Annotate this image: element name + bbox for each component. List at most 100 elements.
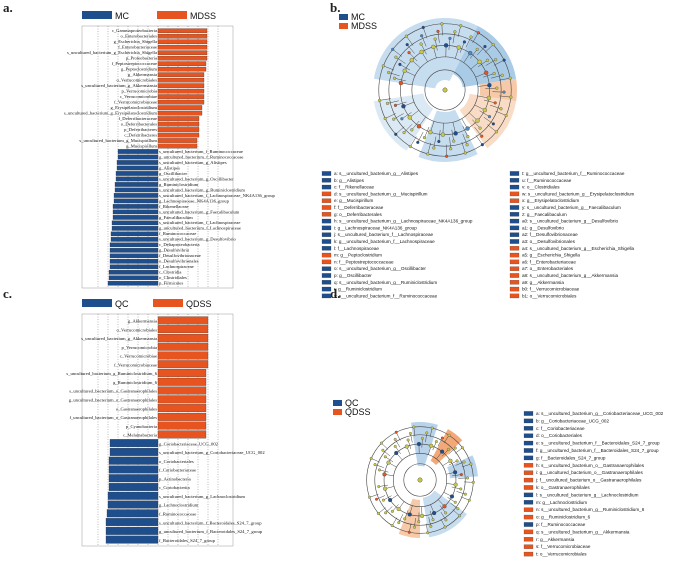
clade-node: [419, 42, 423, 46]
key-label: f: f__Deferribacteraceae: [334, 205, 384, 210]
key-swatch: [321, 171, 332, 176]
bar-label: f_Enterobacteriaceae: [118, 45, 157, 50]
bar: [108, 483, 159, 491]
key-swatch: [523, 514, 534, 520]
bar-label: g_uncultured_bacterium_f_Bacteroidales_S…: [159, 529, 263, 534]
key-swatch: [509, 198, 520, 203]
bar: [115, 176, 159, 182]
clade-node: [376, 511, 380, 515]
bar: [157, 325, 209, 334]
clade-node: [393, 103, 398, 107]
key-swatch: [523, 522, 534, 527]
clade-branch: [376, 495, 386, 500]
clade-node: [387, 70, 391, 75]
bar-label: s_uncultured_bacterium_g_Erysipelatoclos…: [64, 110, 158, 115]
clade-branch: [462, 133, 468, 145]
clade-node: [404, 34, 408, 38]
clade-branch: [451, 486, 461, 490]
bar: [106, 509, 159, 518]
bar: [112, 215, 159, 220]
panel-a-bar-chart: MC MDSS c_Gammaproteobacteriao_Enterobac…: [64, 11, 276, 289]
clade-node: [453, 446, 457, 450]
clade-node: [404, 444, 409, 449]
clade-branch: [490, 75, 503, 79]
bar-label: g_Erysipelatoclostridium: [111, 105, 158, 110]
bar: [157, 88, 205, 94]
clade-node: [378, 468, 381, 472]
clade-branch: [407, 439, 411, 449]
bar-label: g_Peptoclostridium: [121, 67, 157, 72]
bar: [109, 264, 159, 270]
key-swatch: [321, 205, 332, 210]
clade-branch: [394, 439, 401, 448]
clade-branch: [439, 505, 446, 514]
clade-node: [381, 64, 385, 68]
clade-node: [407, 512, 412, 517]
key-swatch: [523, 448, 534, 453]
clade-node: [408, 431, 412, 435]
clade-node: [440, 22, 444, 26]
clade-node: [401, 104, 406, 109]
clade-node: [456, 507, 460, 511]
bar: [107, 491, 159, 500]
clade-branch: [457, 25, 462, 37]
key-swatch: [321, 252, 332, 258]
key-swatch: [523, 433, 534, 438]
clade-branch: [422, 27, 428, 39]
key-swatch: [321, 191, 332, 197]
clade-node: [502, 58, 506, 62]
key-swatch: [509, 178, 520, 183]
bar-label: f_Coriobacteriaceae: [159, 468, 196, 473]
bar: [157, 143, 198, 149]
clade-node: [453, 131, 458, 136]
clade-branch: [477, 60, 488, 68]
clade-branch: [421, 438, 423, 448]
clade-node: [430, 426, 434, 430]
clade-node: [487, 115, 492, 119]
clade-node: [409, 58, 414, 63]
key-swatch: [523, 470, 534, 475]
panel-d-label: d.: [330, 286, 340, 301]
clade-branch: [493, 59, 505, 66]
clade-node: [468, 51, 473, 56]
clade-node: [440, 449, 445, 454]
clade-branch: [452, 509, 460, 516]
bar-label: f_Verrucomicrobiaceae: [114, 362, 157, 367]
bar: [157, 351, 209, 360]
bar: [110, 231, 159, 237]
key-swatch: [523, 455, 534, 461]
key-label: a7: o__Enterobacteriales: [522, 266, 574, 271]
bar-label: p_Verrucomicrobia: [122, 89, 157, 94]
bar: [108, 474, 159, 483]
clade-node: [504, 113, 508, 118]
key-swatch: [321, 184, 332, 190]
key-swatch: [321, 239, 332, 244]
clade-branch: [425, 432, 428, 443]
clade-node: [377, 485, 381, 488]
panel-b-cladogram: MC MDSS a: s__uncultured_bacterium_g__Al…: [321, 12, 635, 298]
legend-a-swatch-0: [82, 11, 112, 19]
key-label: a3: o__Desulfovibrionales: [522, 239, 576, 244]
legend-c-swatch-1: [153, 299, 183, 307]
bar: [111, 226, 159, 231]
legend-c-swatch-0: [82, 299, 112, 307]
bar: [116, 160, 159, 165]
bar-label: c_Deferribacteres: [124, 132, 157, 137]
clade-node: [484, 70, 489, 75]
bar-label: o_Coriobacteriales: [159, 459, 194, 464]
key-label: a4: s__uncultured_bacterium_g__Escherich…: [522, 246, 635, 251]
clade-node: [407, 51, 411, 55]
bar: [112, 209, 159, 215]
key-label: a2: f__Desulfovibrionaceae: [522, 232, 578, 237]
key-label: e: s__uncultured_bacterium_f__Bacteroida…: [536, 441, 660, 446]
clade-node: [390, 524, 394, 527]
clade-node: [502, 90, 506, 94]
bar: [108, 456, 159, 465]
bar-label: c_Verrucomicrobiae: [120, 354, 157, 359]
clade-node: [416, 140, 420, 144]
clade-node: [393, 437, 397, 441]
bar: [157, 94, 205, 99]
bar: [108, 269, 159, 275]
key-swatch: [321, 273, 332, 278]
bar: [157, 33, 208, 39]
